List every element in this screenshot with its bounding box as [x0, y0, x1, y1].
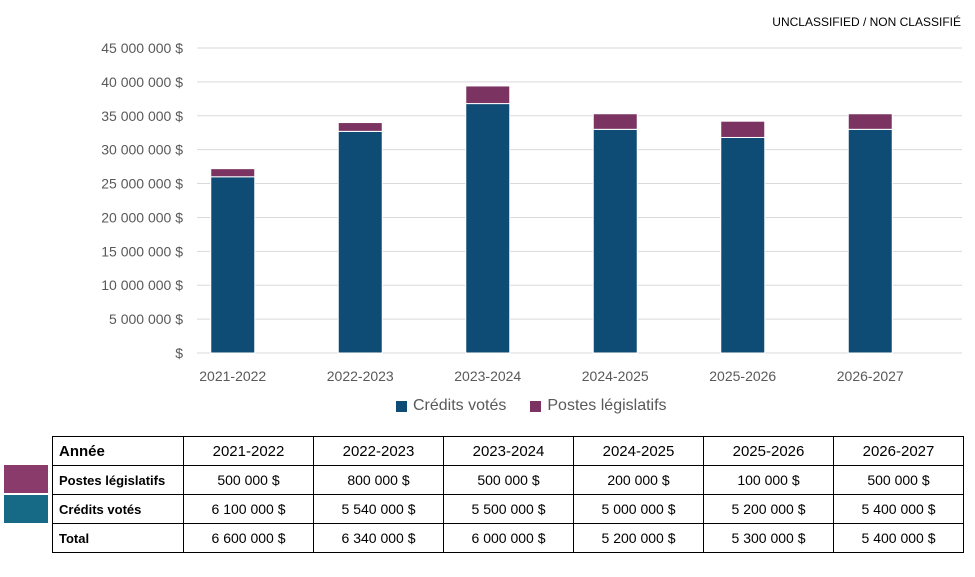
table-cell: 5 400 000 $	[833, 523, 964, 553]
table-row: Postes législatifs 500 000 $ 800 000 $ 5…	[52, 465, 964, 495]
bar-statutory	[337, 122, 383, 132]
bar-statutory	[465, 85, 511, 105]
table-cell: 100 000 $	[703, 465, 834, 495]
table-year: 2025-2026	[703, 436, 834, 466]
bar-statutory	[720, 120, 766, 138]
table-cell: 5 000 000 $	[573, 494, 704, 524]
bar-votes	[847, 128, 893, 354]
bar-votes	[720, 136, 766, 354]
legend-swatch-votes	[396, 400, 407, 412]
bar-votes	[337, 130, 383, 354]
y-tick-label: 40 000 000 $	[101, 74, 183, 90]
table-cell: 6 340 000 $	[313, 523, 444, 553]
table-year: 2022-2023	[313, 436, 444, 466]
table-cell: 500 000 $	[833, 465, 964, 495]
legend-swatch-statutory	[530, 400, 542, 412]
y-tick-label: 30 000 000 $	[101, 142, 183, 158]
table-cell: 500 000 $	[183, 465, 314, 495]
x-tick-label: 2023-2024	[454, 368, 521, 384]
y-tick-label: 10 000 000 $	[101, 277, 183, 293]
y-tick-label: 5 000 000 $	[109, 311, 183, 327]
x-tick-label: 2021-2022	[199, 368, 266, 384]
bar-votes	[210, 176, 256, 354]
chart-legend: Crédits votés Postes législatifs	[396, 397, 667, 415]
bar-statutory	[210, 168, 256, 178]
table-row-label: Total	[52, 523, 184, 553]
table-cell: 5 400 000 $	[833, 494, 964, 524]
data-table: Année 2021-2022 2022-2023 2023-2024 2024…	[52, 436, 964, 553]
x-tick-label: 2026-2027	[837, 368, 904, 384]
bar-votes	[465, 103, 511, 354]
y-tick-label: 15 000 000 $	[101, 243, 183, 259]
table-cell: 6 100 000 $	[183, 494, 314, 524]
table-row: Total 6 600 000 $ 6 340 000 $ 6 000 000 …	[52, 523, 964, 553]
bar-votes	[592, 128, 638, 354]
classification-label: UNCLASSIFIED / NON CLASSIFIÉ	[772, 15, 961, 29]
table-year: 2026-2027	[833, 436, 964, 466]
table-cell: 800 000 $	[313, 465, 444, 495]
y-tick-label: 35 000 000 $	[101, 108, 183, 124]
table-cell: 5 500 000 $	[443, 494, 574, 524]
table-cell: 6 600 000 $	[183, 523, 314, 553]
table-header-row: Année 2021-2022 2022-2023 2023-2024 2024…	[52, 436, 964, 466]
table-cell: 5 200 000 $	[703, 494, 834, 524]
table-cell: 5 540 000 $	[313, 494, 444, 524]
table-header-label: Année	[52, 436, 184, 466]
legend-label-statutory: Postes législatifs	[547, 397, 667, 414]
table-year: 2023-2024	[443, 436, 574, 466]
x-tick-label: 2024-2025	[582, 368, 649, 384]
x-tick-label: 2022-2023	[327, 368, 394, 384]
table-cell: 6 000 000 $	[443, 523, 574, 553]
table-row-label: Postes législatifs	[52, 465, 184, 495]
bar-statutory	[847, 113, 893, 130]
legend-item-votes: Crédits votés	[396, 397, 506, 415]
table-cell: 500 000 $	[443, 465, 574, 495]
y-tick-label: $	[175, 345, 183, 361]
y-tick-label: 25 000 000 $	[101, 176, 183, 192]
legend-item-statutory: Postes législatifs	[530, 397, 667, 415]
table-row: Crédits votés 6 100 000 $ 5 540 000 $ 5 …	[52, 494, 964, 524]
x-tick-label: 2025-2026	[709, 368, 776, 384]
table-row-label: Crédits votés	[52, 494, 184, 524]
y-tick-label: 45 000 000 $	[101, 40, 183, 56]
row-key-votes	[4, 495, 48, 523]
table-cell: 5 300 000 $	[703, 523, 834, 553]
stacked-bar-chart: $5 000 000 $ 10 000 000 $ 15 000 000 $ 20 0…	[101, 40, 962, 384]
y-tick-label: 20 000 000 $	[101, 209, 183, 225]
row-key-statutory	[4, 465, 48, 493]
table-year: 2024-2025	[573, 436, 704, 466]
legend-label-votes: Crédits votés	[413, 397, 507, 414]
table-cell: 5 200 000 $	[573, 523, 704, 553]
table-year: 2021-2022	[183, 436, 314, 466]
bar-statutory	[592, 113, 638, 130]
table-cell: 200 000 $	[573, 465, 704, 495]
